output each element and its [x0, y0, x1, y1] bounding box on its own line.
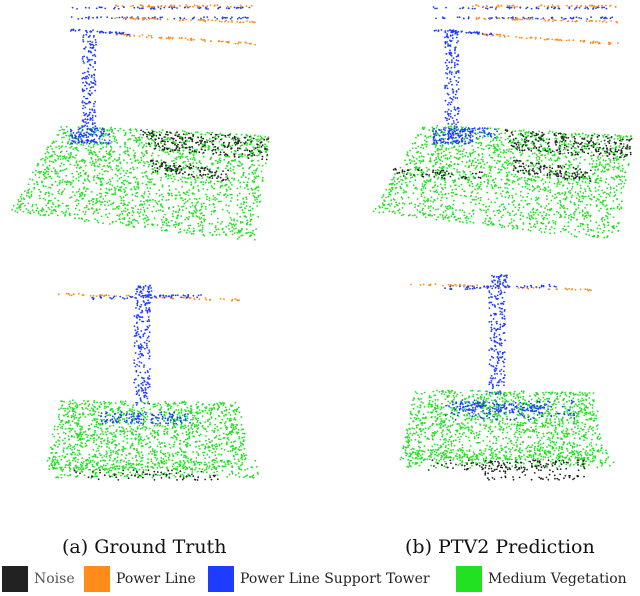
legend-swatch-power-line [84, 566, 110, 592]
legend-label-support-tower: Power Line Support Tower [240, 571, 430, 587]
prediction-top-scene [372, 4, 633, 239]
point-cloud-figure [11, 4, 633, 481]
legend-swatch-support-tower [208, 566, 234, 592]
legend-label-medium-vegetation: Medium Vegetation [488, 571, 627, 587]
ground-truth-bottom-scene [46, 284, 259, 481]
legend-label-power-line: Power Line [116, 571, 196, 587]
ground-truth-top-scene [11, 4, 270, 241]
legend-item-medium-vegetation: Medium Vegetation [456, 564, 627, 594]
prediction-bottom-scene [399, 274, 615, 481]
legend-swatch-noise [2, 566, 28, 592]
legend-item-power-line: Power Line [84, 564, 196, 594]
caption-ptv2-prediction: (b) PTV2 Prediction [405, 536, 595, 558]
legend-item-support-tower: Power Line Support Tower [208, 564, 430, 594]
caption-ground-truth: (a) Ground Truth [62, 536, 227, 558]
legend-swatch-medium-vegetation [456, 566, 482, 592]
legend-item-noise: Noise [2, 564, 75, 594]
legend-label-noise: Noise [34, 571, 75, 587]
legend: Noise Power Line Power Line Support Towe… [0, 564, 640, 594]
